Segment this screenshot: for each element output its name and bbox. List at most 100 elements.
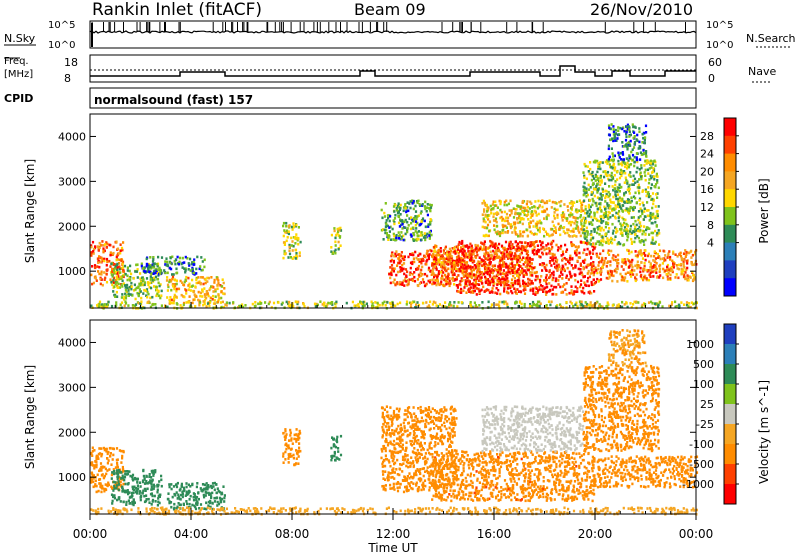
- power-cell: [492, 282, 495, 285]
- power-cell: [643, 275, 646, 279]
- power-cell: [642, 149, 645, 152]
- power-cell: [536, 206, 539, 210]
- power-cell: [447, 255, 450, 259]
- power-cell: [124, 286, 127, 289]
- power-cell: [687, 278, 690, 282]
- power-cell: [480, 258, 483, 261]
- power-cell: [397, 221, 401, 225]
- power-cell: [453, 259, 456, 263]
- power-cell: [488, 273, 491, 277]
- power-cell: [93, 247, 96, 251]
- power-cell: [648, 219, 651, 222]
- power-cell: [474, 283, 477, 286]
- power-cell: [459, 280, 462, 283]
- power-cell: [104, 243, 107, 246]
- power-cell: [540, 275, 543, 278]
- velocity-cell: [107, 450, 110, 454]
- power-cell: [611, 241, 614, 245]
- power-cell: [115, 290, 118, 294]
- power-cell: [651, 236, 654, 239]
- power-cell: [478, 267, 481, 271]
- power-cell: [201, 295, 204, 298]
- power-cell: [694, 262, 697, 266]
- power-cell: [402, 258, 405, 262]
- power-cell: [671, 301, 674, 304]
- power-cell: [563, 203, 566, 206]
- power-cell: [639, 221, 642, 224]
- power-cell: [624, 171, 627, 175]
- power-cell: [661, 262, 664, 265]
- power-cell: [552, 270, 555, 274]
- power-cell: [630, 260, 633, 264]
- power-cell: [689, 275, 692, 279]
- power-cell: [333, 250, 336, 253]
- power-cell: [514, 281, 517, 285]
- power-cell: [378, 303, 381, 307]
- power-cell: [632, 125, 635, 129]
- power-cell: [626, 127, 629, 131]
- power-cell: [440, 263, 443, 266]
- power-cell: [632, 303, 635, 306]
- power-cell: [638, 240, 641, 243]
- power-cell: [465, 261, 469, 264]
- power-cell: [420, 261, 423, 265]
- power-cell: [559, 303, 562, 306]
- power-cell: [560, 271, 563, 274]
- power-cell: [626, 208, 629, 212]
- power-cell: [191, 268, 194, 271]
- power-cell: [514, 257, 517, 261]
- power-cell: [335, 300, 338, 304]
- power-cell: [391, 251, 394, 254]
- power-cell: [625, 227, 628, 231]
- nsky-label: N.Sky: [4, 32, 36, 45]
- power-cell: [633, 164, 636, 168]
- power-cell: [107, 300, 110, 304]
- power-cell: [395, 206, 398, 210]
- power-cell: [453, 247, 456, 251]
- power-cell: [197, 276, 200, 279]
- power-cell: [618, 203, 621, 206]
- power-cell: [117, 252, 120, 255]
- power-cell: [651, 242, 654, 245]
- power-cell: [199, 301, 202, 304]
- power-cell: [628, 192, 631, 195]
- power-cell: [534, 200, 537, 203]
- power-cell: [394, 254, 397, 258]
- power-cell: [561, 273, 564, 276]
- power-cell: [578, 231, 581, 234]
- power-cell: [633, 141, 637, 144]
- power-cell: [527, 213, 530, 216]
- power-cell: [607, 242, 610, 245]
- power-cell: [642, 278, 645, 282]
- power-cell: [394, 304, 397, 308]
- power-cell: [569, 300, 572, 304]
- power-cell: [504, 300, 507, 304]
- power-cell: [678, 252, 681, 256]
- power-cell: [411, 199, 414, 202]
- power-cell: [667, 252, 670, 256]
- power-cell: [339, 226, 342, 230]
- power-cell: [519, 205, 523, 209]
- power-cell: [591, 203, 594, 207]
- power-cell: [553, 201, 556, 204]
- power-cell: [501, 223, 504, 227]
- velocity-cell: [110, 463, 113, 466]
- power-cell: [621, 234, 624, 237]
- power-cell: [509, 224, 512, 228]
- power-cell: [615, 271, 618, 274]
- power-cell: [471, 305, 474, 309]
- power-cell: [552, 239, 555, 243]
- power-cell: [533, 248, 536, 252]
- power-cell: [482, 264, 486, 268]
- cpid-text: normalsound (fast) 157: [94, 93, 253, 107]
- power-cell: [511, 243, 514, 246]
- power-cell: [199, 291, 203, 295]
- power-cell: [172, 299, 175, 303]
- power-cell: [656, 213, 659, 216]
- power-cell: [182, 301, 186, 305]
- power-cell: [501, 275, 504, 279]
- power-cell: [632, 174, 635, 178]
- power-cell: [638, 264, 641, 267]
- power-cell: [551, 245, 554, 249]
- power-cell: [188, 282, 191, 286]
